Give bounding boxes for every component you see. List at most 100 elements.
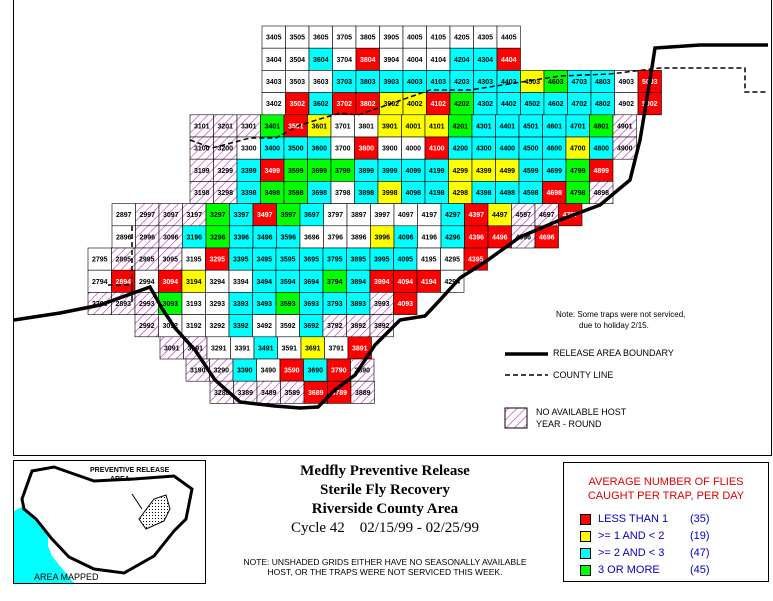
grid-cell-label: 3791	[328, 345, 344, 352]
legend-release-label: RELEASE AREA BOUNDARY	[553, 348, 674, 358]
grid-cell-label: 3101	[194, 123, 210, 130]
grid-cell-label: 4202	[454, 101, 470, 108]
grid-cell-label: 4601	[546, 123, 562, 130]
title-line3: Riverside County Area	[311, 501, 459, 517]
unshaded-note-line2: HOST, OR THE TRAPS WERE NOT SERVICED THI…	[267, 567, 503, 577]
grid-cell-label: 4396	[468, 234, 484, 241]
grid-cell-label: 4801	[593, 123, 609, 130]
legend-count-cyan: (47)	[690, 547, 710, 559]
grid-cell-label: 4599	[523, 168, 539, 175]
grid-cell-label: 4301	[476, 123, 492, 130]
grid-cell-label: 3893	[350, 301, 366, 308]
release-area-boundary	[13, 43, 768, 410]
grid-cell-label: 3793	[327, 301, 343, 308]
grid-cell-label: 3695	[303, 257, 319, 264]
grid-cell-label: 4404	[501, 57, 517, 64]
grid-cell-label: 3196	[186, 234, 202, 241]
grid-cell-label: 3696	[304, 234, 320, 241]
grid-cell-label: 4395	[468, 257, 484, 264]
grid-cell-label: 3896	[351, 234, 367, 241]
grid-cell-label: 4397	[468, 212, 484, 219]
grid-cell-label: 3489	[261, 390, 277, 397]
grid-cell-label: 3501	[288, 123, 304, 130]
grid-cell-label: 3294	[209, 279, 225, 286]
legend-title-line1: AVERAGE NUMBER OF FLIES	[588, 476, 744, 488]
legend-nohost-swatch	[504, 407, 528, 429]
legend-label-green: 3 OR MORE	[598, 564, 660, 576]
grid-cell-label: 4602	[548, 101, 564, 108]
grid-cell-label: 2795	[92, 257, 108, 264]
grid-cell-label: 4105	[430, 35, 446, 42]
grid-cell-label: 3700	[335, 146, 351, 153]
grid-cell-label: 3692	[303, 323, 319, 330]
grid-cell-label: 4903	[618, 79, 634, 86]
legend-label-red: LESS THAN 1	[598, 513, 669, 525]
grid-cell-label: 3589	[284, 390, 300, 397]
grid-cell-label: 3599	[288, 168, 304, 175]
grid-cell-label: 4696	[539, 234, 555, 241]
grid-cell-label: 4000	[405, 146, 421, 153]
grid-cell-label: 3901	[382, 123, 398, 130]
fly-count-legend: AVERAGE NUMBER OF FLIES CAUGHT PER TRAP,…	[563, 462, 769, 582]
grid-cell-label: 4205	[454, 35, 470, 42]
title-block: Medfly Preventive Release Sterile Fly Re…	[212, 462, 558, 538]
county-line	[108, 67, 768, 302]
grid-cell-label: 4096	[398, 234, 414, 241]
grid-cell-label: 3705	[336, 35, 352, 42]
grid-cell-label: 3401	[264, 123, 280, 130]
grid-cell-label: 2994	[139, 279, 155, 286]
grid-cell-label: 4299	[452, 168, 468, 175]
map-frame	[13, 0, 772, 456]
grid-cell-label: 3994	[374, 279, 390, 286]
grid-cell-label: 3999	[382, 168, 398, 175]
grid-cell-label: 3803	[360, 79, 376, 86]
legend-label-yellow: >= 1 AND < 2	[598, 530, 665, 542]
legend-count-red: (35)	[690, 513, 710, 525]
grid-cell-label: 3393	[233, 301, 249, 308]
grid-cell-label: 3400	[264, 146, 280, 153]
map-note-line2: due to holiday 2/15.	[579, 321, 649, 330]
grid-cell-label: 3801	[358, 123, 374, 130]
grid-cell-label: 4004	[407, 57, 423, 64]
grid-cell-label: 3795	[327, 257, 343, 264]
grid-cell-label: 2997	[139, 212, 155, 219]
grid-cell-label: 3499	[264, 168, 280, 175]
grid-cell-label: 4901	[617, 123, 633, 130]
legend-nohost-label1: NO AVAILABLE HOST	[536, 407, 627, 417]
grid-cell-label: 3091	[164, 345, 180, 352]
grid-cell-label: 3402	[266, 101, 282, 108]
grid-cell-label: 4093	[397, 301, 413, 308]
grid-cell-label: 4700	[570, 146, 586, 153]
grid-cell-label: 3798	[335, 190, 351, 197]
legend-swatch-cyan	[580, 548, 591, 559]
grid-cell-label: 3194	[186, 279, 202, 286]
legend-county-label: COUNTY LINE	[553, 370, 614, 380]
grid-cell-label: 4102	[430, 101, 446, 108]
legend-count-yellow: (19)	[690, 530, 710, 542]
grid-cell-label: 4101	[429, 123, 445, 130]
grid-cell-label: 4098	[405, 190, 421, 197]
grid-cell-label: 4596	[515, 234, 531, 241]
grid-cell-label: 3690	[307, 368, 323, 375]
grid-cell-label: 3403	[266, 79, 282, 86]
grid-cell-label: 3996	[374, 234, 390, 241]
grid-cell-label: 4297	[445, 212, 461, 219]
grid-cell-label: 4699	[546, 168, 562, 175]
grid-cell-label: 4399	[476, 168, 492, 175]
grid-cell-label: 3905	[383, 35, 399, 42]
grid-cell-label: 4200	[452, 146, 468, 153]
grid-cell-label: 4800	[593, 146, 609, 153]
grid-cell-label: 3394	[233, 279, 249, 286]
grid-cell-label: 3093	[162, 301, 178, 308]
grid-cell-label: 4497	[492, 212, 508, 219]
legend-nohost-label2: YEAR - ROUND	[536, 419, 602, 429]
grid-cell-label: 3299	[217, 168, 233, 175]
grid-cell-label: 3300	[241, 146, 257, 153]
grid-cell-label: 3699	[311, 168, 327, 175]
grid-cell-label: 3995	[374, 257, 390, 264]
grid-cell-label: 4198	[429, 190, 445, 197]
grid-cell-label: 4302	[477, 101, 493, 108]
grid-cell-label: 3397	[233, 212, 249, 219]
grid-cell-label: 3900	[382, 146, 398, 153]
title-line1: Medfly Preventive Release	[300, 463, 470, 479]
